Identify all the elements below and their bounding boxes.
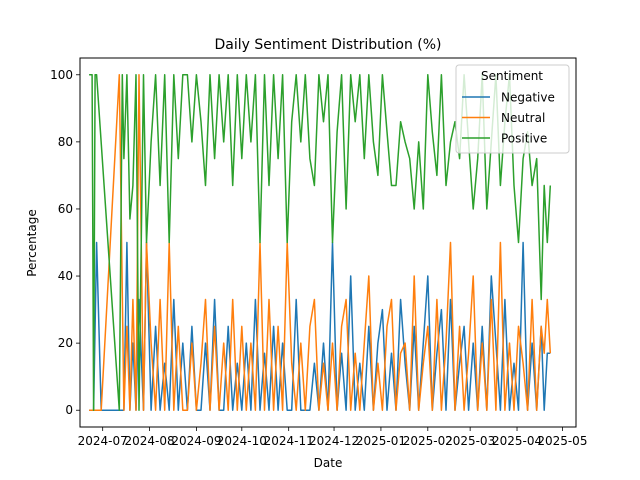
legend-label-negative: Negative	[501, 91, 555, 105]
x-tick-label: 2024-07	[78, 434, 128, 448]
chart-title: Daily Sentiment Distribution (%)	[214, 37, 441, 53]
series-layer	[89, 74, 552, 411]
x-tick-label: 2024-10	[217, 434, 267, 448]
x-tick-label: 2024-12	[309, 434, 359, 448]
plot-area	[79, 57, 577, 428]
plot-frame	[79, 57, 577, 428]
y-tick-label: 20	[58, 336, 73, 350]
y-tick-label: 100	[50, 68, 73, 82]
x-tick-label: 2025-05	[537, 434, 587, 448]
y-axis-label: Percentage	[25, 209, 39, 277]
legend: Sentiment Negative Neutral Positive	[455, 64, 570, 154]
series-line-neutral	[89, 74, 552, 411]
y-tick-label: 60	[58, 202, 73, 216]
x-axis-label: Date	[314, 456, 343, 470]
x-tick-label: 2024-11	[264, 434, 314, 448]
legend-title: Sentiment	[481, 69, 543, 83]
y-axis: 0 20 40 60 80 100	[50, 68, 80, 417]
legend-items: Negative Neutral Positive	[462, 91, 555, 146]
x-tick-label: 2025-03	[445, 434, 495, 448]
y-tick-label: 0	[65, 403, 73, 417]
x-tick-label: 2025-02	[403, 434, 453, 448]
series-line-positive	[89, 74, 552, 411]
x-tick-label: 2025-04	[492, 434, 542, 448]
x-tick-label: 2024-08	[124, 434, 174, 448]
x-tick-label: 2024-09	[171, 434, 221, 448]
legend-label-neutral: Neutral	[501, 111, 545, 125]
x-tick-label: 2025-01	[356, 434, 406, 448]
legend-label-positive: Positive	[501, 132, 547, 146]
y-tick-label: 80	[58, 135, 73, 149]
x-axis: 2024-072024-082024-092024-102024-112024-…	[78, 427, 587, 448]
legend-box	[455, 64, 570, 154]
y-tick-label: 40	[58, 269, 73, 283]
